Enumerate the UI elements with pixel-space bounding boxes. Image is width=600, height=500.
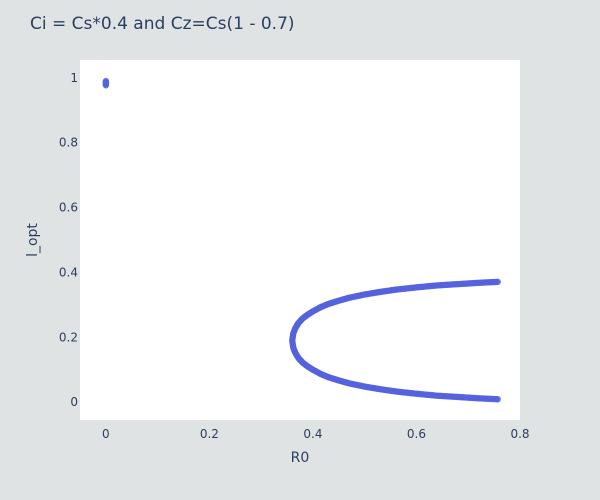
data-points [102, 77, 501, 403]
chart-title: Ci = Cs*0.4 and Cz=Cs(1 - 0.7) [30, 14, 295, 34]
y-tick-label: 1 [70, 71, 78, 85]
x-axis-title: R0 [291, 450, 310, 466]
y-tick-label: 0 [70, 395, 78, 409]
data-point [494, 278, 501, 286]
y-tick-label: 0.6 [59, 201, 78, 215]
data-point [289, 343, 297, 350]
y-tick-label: 0.2 [59, 330, 78, 344]
y-tick-label: 0.4 [59, 265, 78, 279]
x-tick-label: 0.6 [407, 427, 426, 441]
plot-area [80, 60, 520, 420]
x-tick-label: 0 [102, 427, 110, 441]
x-tick-label: 0.8 [510, 427, 529, 441]
data-point [494, 396, 501, 403]
data-point [102, 82, 110, 89]
y-axis-title: l_opt [25, 223, 41, 257]
x-tick-label: 0.2 [200, 427, 219, 441]
y-tick-label: 0.8 [59, 136, 78, 150]
x-tick-label: 0.4 [303, 427, 322, 441]
x-axis-ticks: 0 0.2 0.4 0.6 0.8 [102, 427, 529, 441]
y-axis-ticks: 0 0.2 0.4 0.6 0.8 1 [59, 71, 78, 409]
